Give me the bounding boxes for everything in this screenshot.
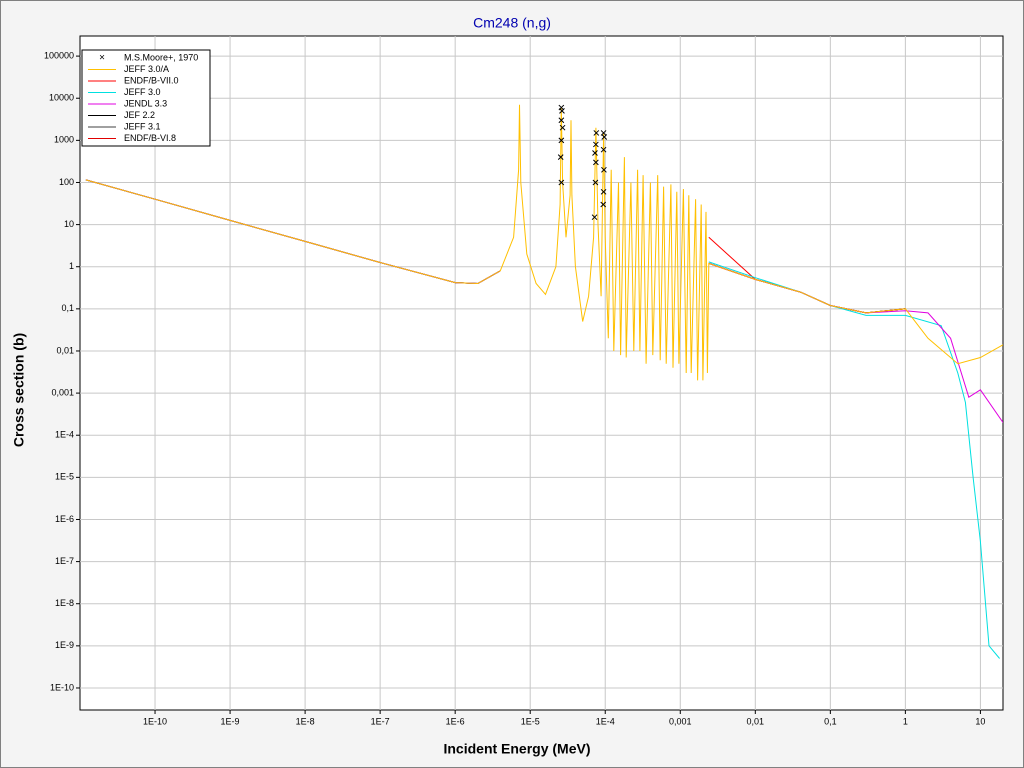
data-point [593,141,599,148]
plot-area [79,35,1004,711]
y-axis-label: Cross section (b) [11,333,27,447]
y-tick-label: 0,01 [56,345,74,355]
data-point [558,137,565,144]
x-tick-label: 1E-9 [221,716,240,726]
y-tick-label: 10000 [49,93,74,103]
legend-label: ENDF/B-VI.8 [124,133,176,143]
data-point [558,179,565,186]
data-point [600,146,607,153]
legend-marker: × [99,53,105,64]
data-point [592,150,598,156]
y-tick-label: 1E-4 [55,430,74,440]
y-tick-label: 0,1 [61,303,74,313]
data-point [557,154,564,160]
legend-label: ENDF/B-VII.0 [124,75,179,85]
chart-title: Cm248 (n,g) [473,15,551,31]
data-point [601,166,607,173]
x-tick-label: 10 [975,716,985,726]
y-tick-label: 1E-5 [55,472,74,482]
data-point [600,130,607,136]
legend-label: JEFF 3.0/A [124,64,169,74]
legend-label: JEFF 3.1 [124,121,161,131]
x-tick-label: 1E-4 [596,716,615,726]
legend-label: JEF 2.2 [124,110,155,120]
x-tick-label: 0,1 [824,716,837,726]
y-tick-label: 1E-9 [55,640,74,650]
x-tick-label: 1E-5 [521,716,540,726]
x-tick-label: 1E-10 [143,716,167,726]
y-tick-label: 1E-10 [50,682,74,692]
legend-label: JENDL 3.3 [124,98,167,108]
data-point [592,179,599,186]
x-tick-label: 1 [903,716,908,726]
x-axis-label: Incident Energy (MeV) [443,741,590,757]
x-tick-label: 1E-8 [296,716,315,726]
x-tick-label: 1E-6 [446,716,465,726]
y-tick-label: 100 [59,177,74,187]
data-point [600,201,607,208]
y-tick-label: 100000 [44,50,74,60]
data-point [593,159,599,166]
y-tick-label: 1E-8 [55,598,74,608]
legend-label: JEFF 3.0 [124,87,161,97]
y-tick-label: 1 [69,261,74,271]
legend-label: M.S.Moore+, 1970 [124,52,198,62]
data-point [558,117,565,124]
y-tick-label: 1000 [54,135,74,145]
data-point [600,188,607,195]
data-point [591,214,598,221]
legend-box [81,49,211,147]
series-line [85,104,1003,381]
data-point [559,124,566,131]
x-tick-label: 1E-7 [371,716,390,726]
data-point [558,104,565,111]
x-tick-label: 0,01 [747,716,765,726]
y-tick-label: 10 [64,219,74,229]
y-tick-label: 1E-6 [55,514,74,524]
x-tick-label: 0,001 [669,716,692,726]
y-tick-label: 1E-7 [55,556,74,566]
data-point [593,130,600,136]
y-tick-label: 0,001 [51,387,74,397]
